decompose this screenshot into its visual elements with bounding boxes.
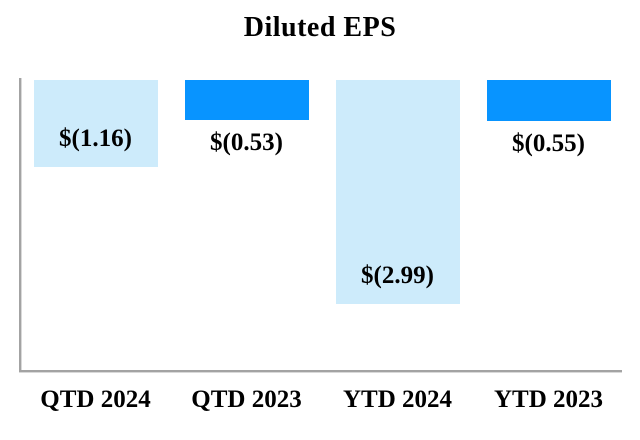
x-axis-label-qtd-2024: QTD 2024 — [40, 386, 151, 413]
x-axis-label-ytd-2024: YTD 2024 — [342, 386, 453, 413]
x-axis-label-ytd-2023: YTD 2023 — [493, 386, 604, 413]
y-axis-line — [19, 78, 21, 372]
x-axis-line — [19, 370, 622, 372]
bar-value-label: $(0.55) — [512, 130, 585, 157]
bar-value-label: $(2.99) — [361, 262, 434, 289]
x-axis-label-qtd-2023: QTD 2023 — [191, 386, 302, 413]
bar-value-label: $(1.16) — [59, 125, 132, 152]
bar-value-label: $(0.53) — [210, 129, 283, 156]
bar-ytd-2024 — [336, 80, 460, 304]
bar-qtd-2023 — [185, 80, 309, 120]
bar-ytd-2023 — [487, 80, 611, 121]
chart-title: Diluted EPS — [243, 12, 397, 43]
bar-qtd-2024 — [34, 80, 158, 167]
